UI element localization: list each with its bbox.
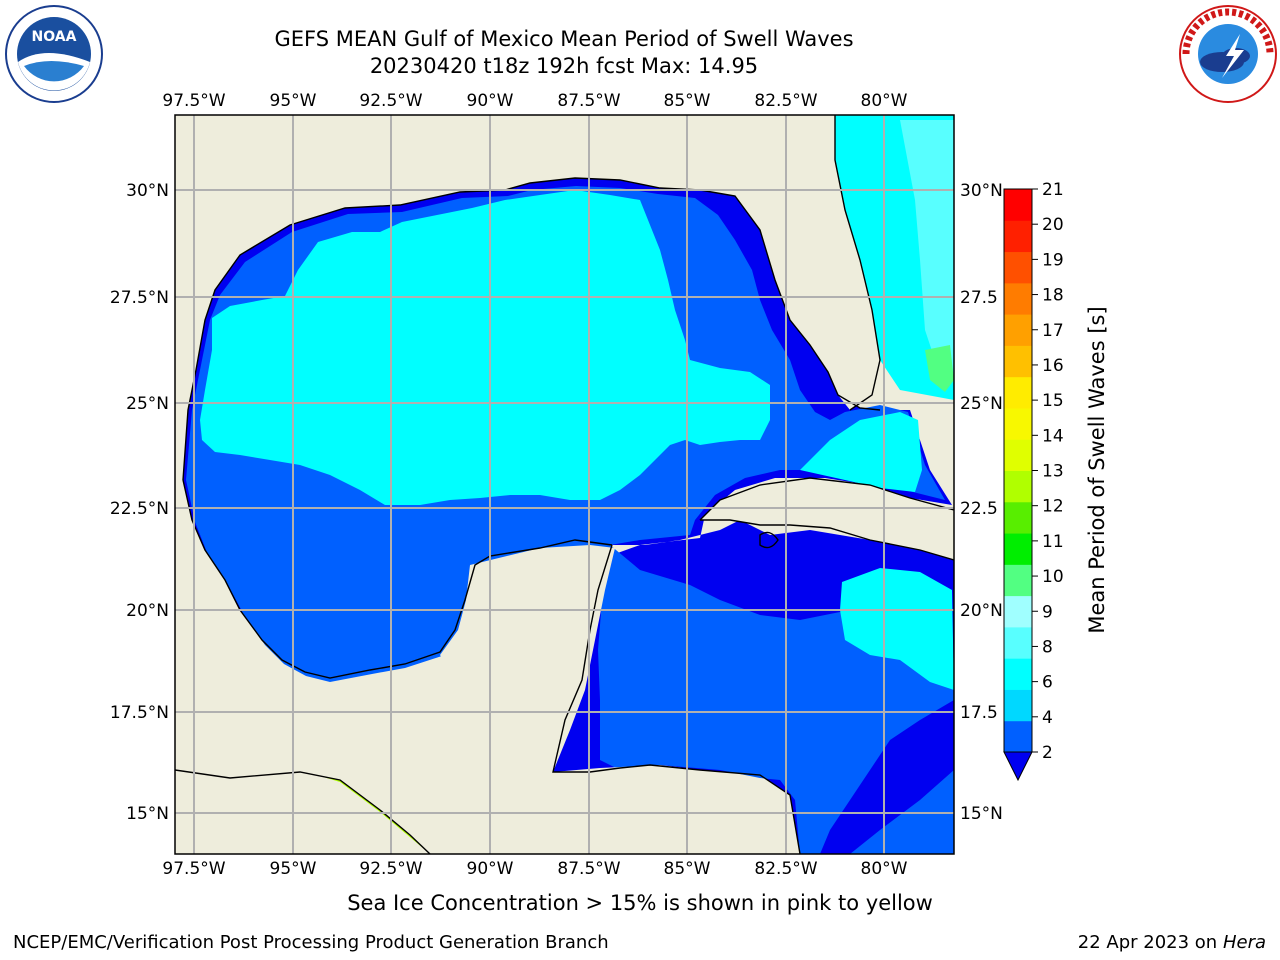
colorbar-tick-label: 13	[1042, 462, 1064, 482]
contour-4-6-straits	[800, 412, 922, 492]
nws-logo-icon	[1179, 5, 1277, 103]
contour-8-10-patch	[925, 345, 954, 392]
colorbar-segment	[1004, 220, 1032, 253]
lat-label-right: 27.5	[960, 288, 998, 308]
colorbar-segment	[1004, 439, 1032, 471]
colorbar-segment	[1004, 595, 1032, 628]
colorbar-segment	[1004, 470, 1032, 503]
chart-subtitle: 20230420 t18z 192h fcst Max: 14.95	[369, 54, 759, 78]
lon-label-bottom: 85°W	[664, 859, 711, 879]
colorbar: 2 4 6 8 9 10 11 12 13 14 15 16 17 18 19 20 21	[1003, 180, 1064, 782]
colorbar-segment	[1004, 720, 1032, 753]
colorbar-tick-label: 8	[1042, 637, 1053, 657]
colorbar-segment	[1004, 314, 1032, 346]
lon-label-bottom: 80°W	[861, 859, 908, 879]
lat-label-left: 15°N	[126, 804, 169, 824]
lon-label-bottom: 95°W	[270, 859, 317, 879]
colorbar-extend-triangle	[1003, 751, 1033, 782]
colorbar-tick-label: 15	[1042, 391, 1064, 411]
colorbar-tick-label: 16	[1042, 356, 1064, 376]
lat-label-left: 27.5°N	[110, 288, 169, 308]
colorbar-tick-label: 17	[1042, 321, 1064, 341]
lat-label-left: 25°N	[126, 394, 169, 414]
noaa-logo-icon: NOAA	[5, 5, 103, 103]
footer-date-text: 22 Apr 2023 on	[1077, 932, 1218, 953]
footer-date: 22 Apr 2023 on Hera	[1078, 932, 1266, 953]
lat-label-left: 30°N	[126, 181, 169, 201]
lon-label-top: 82.5°W	[754, 91, 817, 111]
lat-label-right: 20°N	[960, 601, 1003, 621]
yucatan-land	[440, 545, 615, 772]
cuba-land	[700, 478, 954, 560]
colorbar-tick-label: 21	[1042, 180, 1064, 200]
colorbar-segment	[1004, 376, 1032, 409]
svg-text:NOAA: NOAA	[32, 29, 77, 45]
lon-label-top: 92.5°W	[359, 91, 422, 111]
lat-label-left: 20°N	[126, 601, 169, 621]
colorbar-segment	[1004, 189, 1032, 221]
colorbar-segment	[1004, 689, 1032, 722]
lon-label-bottom: 92.5°W	[359, 859, 422, 879]
colorbar-tick-label: 4	[1042, 708, 1053, 728]
colorbar-tick-label: 14	[1042, 426, 1064, 446]
colorbar-tick-label: 6	[1042, 673, 1053, 693]
map-area	[175, 115, 954, 854]
lat-label-left: 17.5°N	[110, 703, 169, 723]
lon-label-top: 90°W	[467, 91, 514, 111]
contour-6-8-east	[900, 120, 954, 380]
lon-label-bottom: 97.5°W	[162, 859, 225, 879]
colorbar-tick-label: 10	[1042, 567, 1064, 587]
colorbar-tick-label: 19	[1042, 250, 1064, 270]
lon-label-bottom: 90°W	[467, 859, 514, 879]
colorbar-segment	[1004, 251, 1032, 284]
lat-label-right: 17.5	[960, 703, 998, 723]
colorbar-title: Mean Period of Swell Waves [s]	[1085, 306, 1109, 634]
colorbar-tick-label: 2	[1042, 743, 1053, 763]
colorbar-segment	[1004, 345, 1032, 378]
lon-label-bottom: 87.5°W	[557, 859, 620, 879]
lon-label-top: 85°W	[664, 91, 711, 111]
colorbar-tick-label: 12	[1042, 497, 1064, 517]
colorbar-tick-label: 9	[1042, 602, 1053, 622]
lat-label-right: 22.5	[960, 499, 998, 519]
sea-ice-note: Sea Ice Concentration > 15% is shown in …	[347, 891, 933, 915]
colorbar-segment	[1004, 282, 1032, 315]
lon-label-top: 87.5°W	[557, 91, 620, 111]
lat-label-right: 25°N	[960, 394, 1003, 414]
contour-4-6-caribbean	[840, 568, 954, 690]
lon-label-top: 80°W	[861, 91, 908, 111]
map-frame	[174, 114, 955, 855]
lat-label-left: 22.5°N	[110, 499, 169, 519]
colorbar-segment	[1004, 407, 1032, 440]
florida-land	[708, 188, 880, 410]
colorbar-segment	[1004, 501, 1032, 534]
colorbar-tick-label: 11	[1042, 532, 1064, 552]
footer-host: Hera	[1222, 932, 1266, 953]
lon-label-top: 95°W	[270, 91, 317, 111]
lon-label-bottom: 82.5°W	[754, 859, 817, 879]
colorbar-tick-label: 18	[1042, 286, 1064, 306]
central-america-land	[175, 765, 795, 854]
graticule	[175, 115, 954, 854]
colorbar-segment	[1004, 626, 1032, 659]
colorbar-segment	[1004, 564, 1032, 597]
colorbar-tick-label: 20	[1042, 215, 1064, 235]
contour-4-6	[200, 190, 770, 505]
colorbar-segment	[1004, 533, 1032, 565]
lat-label-right: 15°N	[960, 804, 1003, 824]
colorbar-segment	[1004, 658, 1032, 690]
chart-title: GEFS MEAN Gulf of Mexico Mean Period of …	[274, 27, 854, 51]
footer-credit: NCEP/EMC/Verification Post Processing Pr…	[13, 932, 609, 953]
lat-label-right: 30°N	[960, 181, 1003, 201]
lon-label-top: 97.5°W	[162, 91, 225, 111]
